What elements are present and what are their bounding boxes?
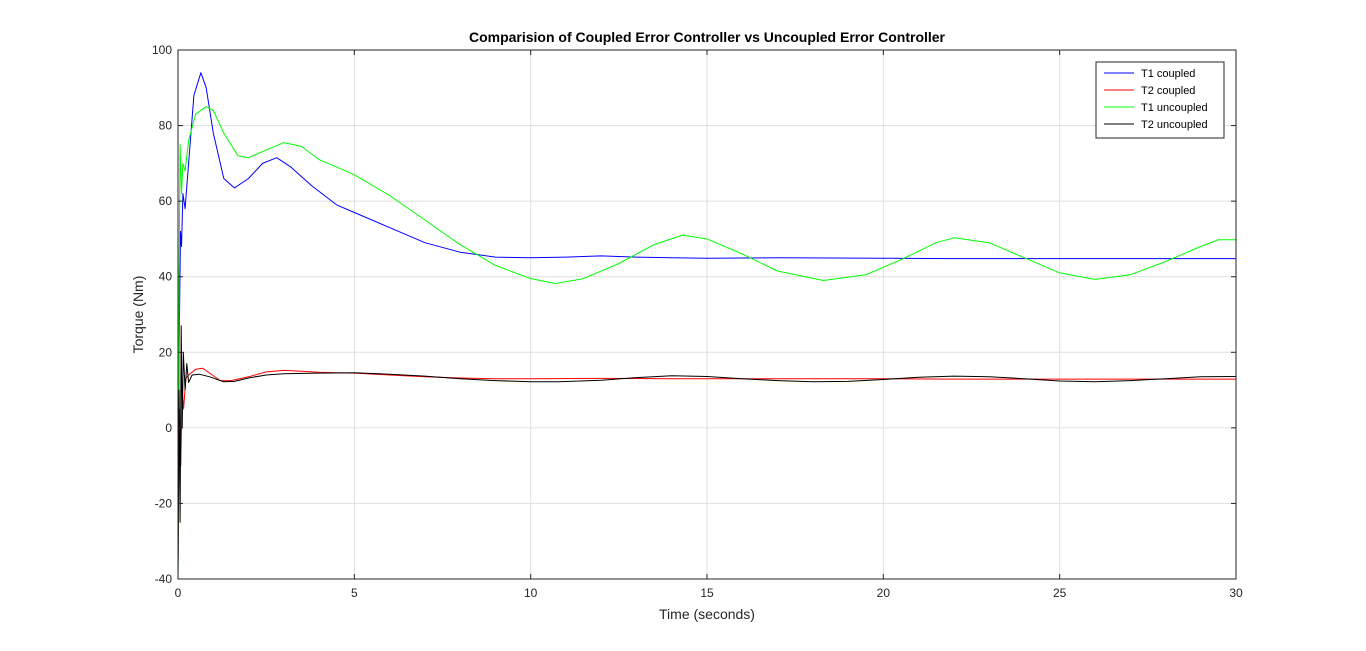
y-tick-label: 60 [159, 194, 173, 208]
legend-label: T1 coupled [1141, 68, 1195, 80]
grid-lines [177, 49, 1237, 580]
series-line-t1-coupled [177, 72, 1236, 580]
y-tick-label: 100 [152, 43, 172, 57]
y-tick-label: 20 [159, 345, 173, 359]
y-tick-label: -40 [155, 572, 173, 586]
y-tick-label: 40 [159, 270, 173, 284]
x-axis-label: Time (seconds) [659, 606, 755, 622]
series-line-t1-uncoupled [177, 106, 1236, 580]
axis-ticks: 0 5 10 15 20 25 30 -40 -20 0 20 40 60 80 100 [152, 43, 1243, 600]
series-layer [177, 72, 1237, 580]
legend-label: T2 uncoupled [1141, 119, 1208, 131]
chart-title: Comparision of Coupled Error Controller … [469, 29, 946, 45]
legend-label: T2 coupled [1141, 85, 1195, 97]
series-line-t2-uncoupled [177, 325, 1237, 580]
y-axis-label: Torque (Nm) [130, 276, 146, 354]
y-tick-label: 0 [165, 421, 172, 435]
legend-label: T1 uncoupled [1141, 102, 1208, 114]
x-tick-label: 5 [351, 586, 358, 600]
series-line-t2-coupled [177, 367, 1236, 561]
x-tick-label: 10 [524, 586, 538, 600]
y-tick-label: -20 [155, 496, 173, 510]
legend: T1 coupled T2 coupled T1 uncoupled T2 uncou… [1095, 61, 1225, 139]
x-tick-label: 20 [877, 586, 891, 600]
x-tick-label: 15 [700, 586, 714, 600]
x-tick-label: 30 [1229, 586, 1243, 600]
x-tick-label: 25 [1053, 586, 1067, 600]
x-tick-label: 0 [175, 586, 182, 600]
y-tick-label: 80 [159, 119, 173, 133]
legend-box [1095, 61, 1225, 139]
